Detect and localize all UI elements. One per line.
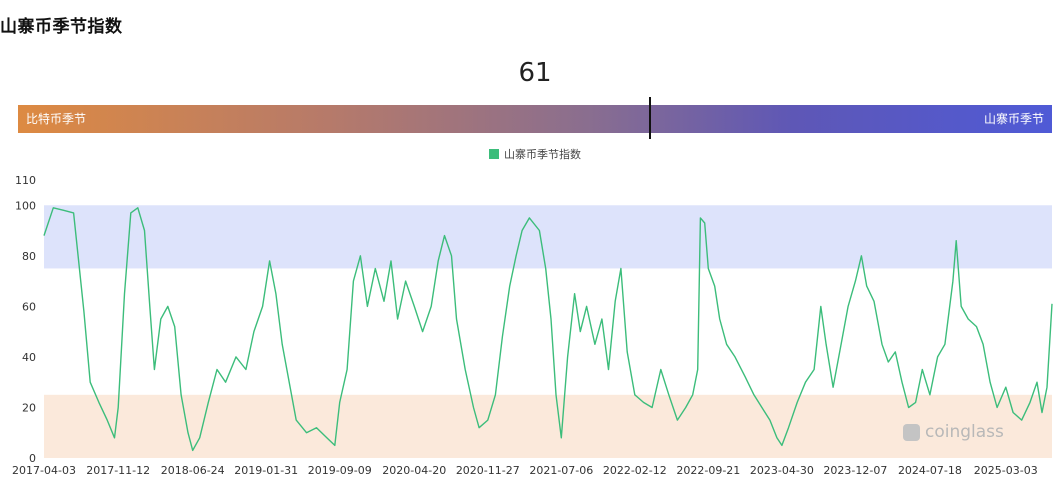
- x-tick-label: 2019-01-31: [234, 464, 298, 477]
- season-gradient-bar: 比特币季节 山寨币季节: [18, 105, 1052, 133]
- legend-label: 山寨币季节指数: [504, 148, 581, 161]
- bitcoin-season-zone: [44, 394, 1052, 458]
- x-tick-label: 2025-03-03: [974, 464, 1038, 477]
- y-tick-label: 40: [22, 351, 36, 364]
- bitcoin-season-label: 比特币季节: [26, 112, 87, 126]
- x-tick-label: 2018-06-24: [161, 464, 225, 477]
- x-tick-label: 2022-09-21: [676, 464, 740, 477]
- x-tick-label: 2022-02-12: [603, 464, 667, 477]
- x-tick-label: 2023-04-30: [750, 464, 814, 477]
- watermark-text: coinglass: [925, 422, 1004, 442]
- y-tick-label: 80: [22, 250, 36, 263]
- x-tick-label: 2020-11-27: [456, 464, 520, 477]
- y-tick-label: 100: [15, 199, 36, 212]
- x-tick-label: 2023-12-07: [823, 464, 887, 477]
- x-tick-label: 2019-09-09: [308, 464, 372, 477]
- x-tick-label: 2017-04-03: [12, 464, 76, 477]
- y-tick-label: 110: [15, 174, 36, 187]
- y-tick-label: 20: [22, 401, 36, 414]
- current-index-marker: [648, 97, 651, 139]
- altcoin-season-zone: [44, 205, 1052, 269]
- index-value: 61: [518, 58, 552, 88]
- legend-swatch: [489, 149, 499, 159]
- y-tick-label: 60: [22, 300, 36, 313]
- x-tick-label: 2021-07-06: [529, 464, 593, 477]
- x-tick-label: 2024-07-18: [898, 464, 962, 477]
- y-tick-label: 0: [29, 452, 36, 465]
- page-title: 山寨币季节指数: [0, 17, 123, 37]
- x-tick-label: 2020-04-20: [382, 464, 446, 477]
- chart-legend[interactable]: 山寨币季节指数: [489, 146, 581, 162]
- watermark: coinglass: [903, 422, 1004, 442]
- index-series-line: [43, 207, 1053, 452]
- altcoin-season-label: 山寨币季节: [983, 112, 1044, 126]
- x-tick-label: 2017-11-12: [86, 464, 150, 477]
- coinglass-logo-icon: [903, 423, 920, 441]
